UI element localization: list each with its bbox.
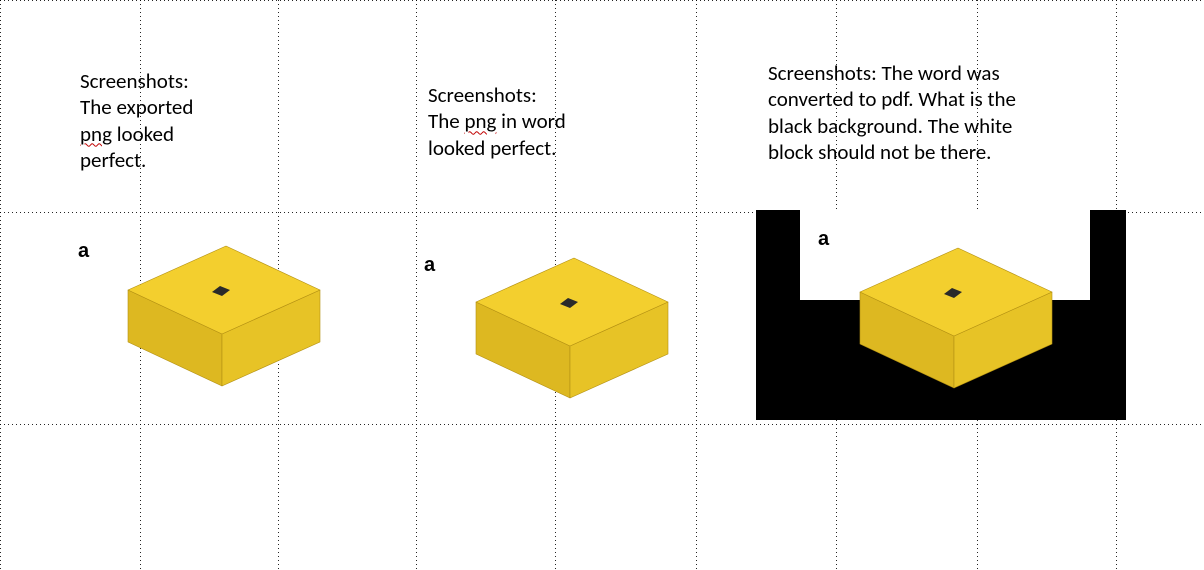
yellow-block-icon xyxy=(108,228,338,398)
caption-line: converted to pdf. What is the xyxy=(768,86,1088,112)
caption-line: black background. The white xyxy=(768,113,1088,139)
caption-line: perfect. xyxy=(80,147,260,173)
block3d-png-in-word xyxy=(456,240,686,415)
spell-error: png xyxy=(80,121,112,147)
caption-line: Screenshots: The word was xyxy=(768,60,1088,86)
block3d-png-export xyxy=(108,228,338,403)
caption-png-in-word: Screenshots: The png in word looked perf… xyxy=(428,82,638,161)
block3d-word-to-pdf xyxy=(840,230,1070,405)
caption-line: Screenshots: xyxy=(428,82,638,108)
caption-line: The exported xyxy=(80,94,260,120)
caption-line: Screenshots: xyxy=(80,68,260,94)
panel-label-a: a xyxy=(424,254,435,277)
yellow-block-icon xyxy=(840,230,1070,400)
caption-line: looked perfect. xyxy=(428,135,638,161)
caption-line: png looked xyxy=(80,121,260,147)
caption-line: The png in word xyxy=(428,108,638,134)
panel-label-a: a xyxy=(818,228,829,251)
caption-word-to-pdf: Screenshots: The word was converted to p… xyxy=(768,60,1088,165)
caption-line: block should not be there. xyxy=(768,139,1088,165)
spell-error: png xyxy=(464,108,496,134)
panel-label-a: a xyxy=(78,240,89,263)
caption-png-export: Screenshots: The exported png looked per… xyxy=(80,68,260,173)
yellow-block-icon xyxy=(456,240,686,410)
